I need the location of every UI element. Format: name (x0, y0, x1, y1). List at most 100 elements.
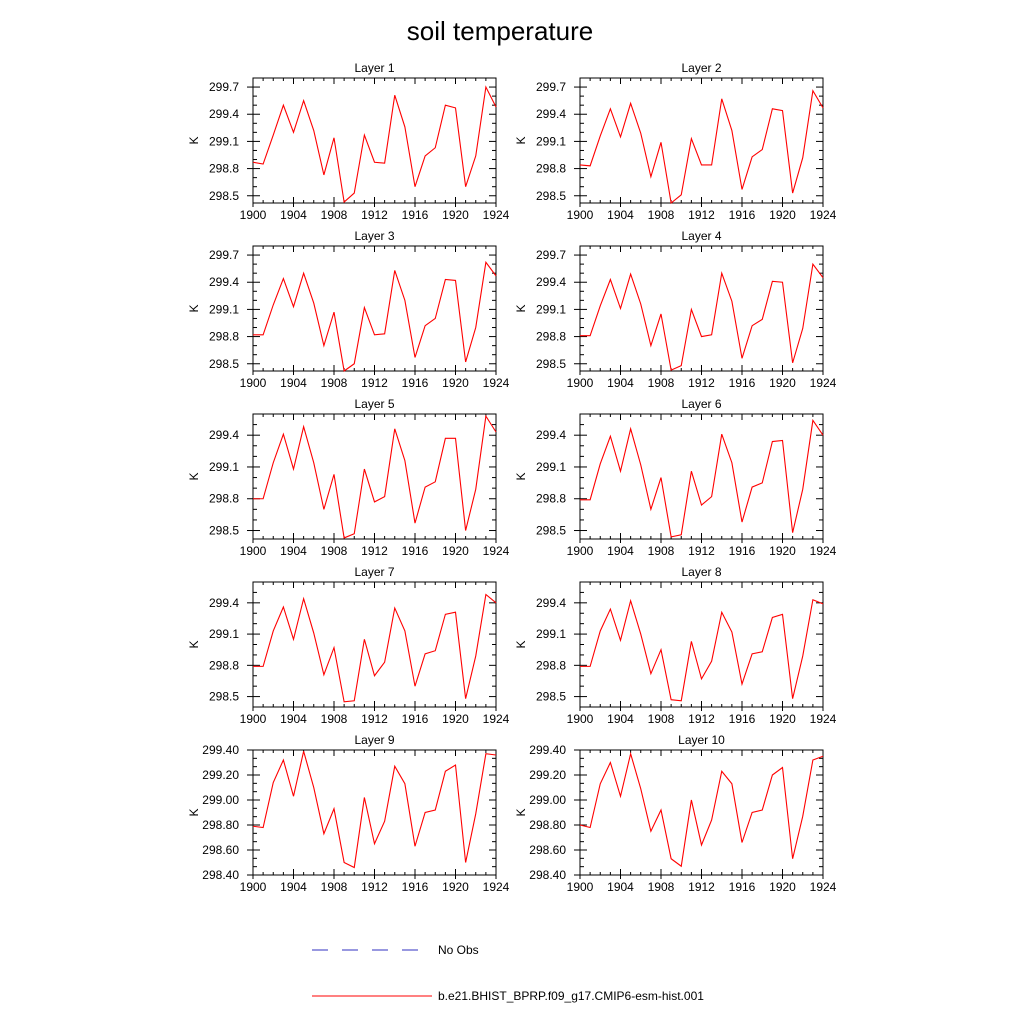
figure-title: soil temperature (407, 16, 593, 46)
x-tick-label: 1920 (769, 544, 796, 558)
y-tick-label: 298.5 (536, 357, 566, 371)
x-tick-label: 1912 (361, 712, 388, 726)
y-tick-label: 298.40 (202, 868, 239, 882)
y-tick-label: 299.40 (529, 743, 566, 757)
plot-frame (579, 749, 824, 876)
x-tick-label: 1908 (648, 376, 675, 390)
y-tick-label: 298.80 (202, 818, 239, 832)
panel-title: Layer 4 (681, 229, 721, 243)
x-tick-label: 1916 (402, 880, 429, 894)
x-tick-label: 1920 (442, 880, 469, 894)
y-tick-label: 298.40 (529, 868, 566, 882)
y-tick-label: 298.8 (536, 658, 566, 672)
x-tick-label: 1924 (810, 208, 837, 222)
x-tick-label: 1900 (240, 376, 267, 390)
series-line (252, 85, 497, 204)
plot-frame (252, 245, 497, 372)
x-tick-label: 1900 (567, 544, 594, 558)
x-tick-label: 1916 (402, 208, 429, 222)
x-tick-label: 1920 (769, 880, 796, 894)
series-line (579, 751, 824, 868)
y-tick-label: 298.8 (209, 492, 239, 506)
legend-model-label: b.e21.BHIST_BPRP.f09_g17.CMIP6-esm-hist.… (438, 989, 704, 1003)
plot-frame (579, 245, 824, 372)
x-tick-label: 1912 (361, 544, 388, 558)
series-line (580, 418, 824, 538)
y-tick-label: 299.00 (202, 793, 239, 807)
y-tick-label: 298.8 (536, 492, 566, 506)
x-tick-label: 1924 (483, 712, 510, 726)
y-tick-label: 299.1 (536, 627, 566, 641)
x-tick-label: 1904 (280, 544, 307, 558)
y-tick-label: 299.7 (536, 80, 566, 94)
x-tick-label: 1924 (483, 376, 510, 390)
y-tick-label: 299.4 (209, 596, 239, 610)
x-tick-label: 1900 (567, 880, 594, 894)
x-tick-label: 1900 (240, 712, 267, 726)
y-tick-label: 299.1 (536, 460, 566, 474)
x-tick-label: 1912 (361, 880, 388, 894)
y-tick-label: 299.00 (529, 793, 566, 807)
y-axis-label: K (514, 472, 528, 480)
x-tick-label: 1916 (729, 712, 756, 726)
y-axis-label: K (187, 304, 201, 312)
x-tick-label: 1900 (240, 208, 267, 222)
y-tick-label: 299.7 (209, 80, 239, 94)
x-tick-label: 1904 (607, 712, 634, 726)
x-tick-label: 1908 (321, 544, 348, 558)
y-tick-label: 298.80 (529, 818, 566, 832)
panel-title: Layer 10 (678, 733, 725, 747)
y-tick-label: 299.4 (536, 275, 566, 289)
y-tick-label: 298.5 (209, 524, 239, 538)
panel-grid: Layer 1 K 1900 1904 1908 1912 1916 1920 1924 298.… (187, 61, 837, 894)
panel-7: Layer 7 K 1900 1904 1908 1912 1916 1920 1924 298.… (187, 565, 510, 726)
x-tick-label: 1912 (361, 208, 388, 222)
series-line (580, 598, 824, 702)
plot-frame (252, 749, 497, 876)
panel-title: Layer 8 (681, 565, 721, 579)
y-tick-label: 298.5 (536, 524, 566, 538)
y-tick-label: 299.7 (209, 248, 239, 262)
y-tick-label: 298.60 (202, 843, 239, 857)
x-tick-label: 1916 (729, 376, 756, 390)
x-tick-label: 1916 (729, 544, 756, 558)
y-axis-label: K (514, 136, 528, 144)
x-tick-label: 1900 (240, 880, 267, 894)
y-axis-label: K (187, 640, 201, 648)
panel-1: Layer 1 K 1900 1904 1908 1912 1916 1920 1924 298.… (187, 61, 510, 222)
panel-title: Layer 5 (354, 397, 394, 411)
x-tick-label: 1924 (483, 880, 510, 894)
series-line (580, 262, 824, 371)
panel-4: Layer 4 K 1900 1904 1908 1912 1916 1920 1924 298.… (514, 229, 837, 390)
x-tick-label: 1916 (402, 712, 429, 726)
x-tick-label: 1912 (688, 712, 715, 726)
y-tick-label: 299.20 (529, 768, 566, 782)
y-axis-label: K (187, 808, 201, 816)
x-tick-label: 1920 (442, 208, 469, 222)
y-tick-label: 299.4 (536, 596, 566, 610)
y-tick-label: 298.5 (209, 690, 239, 704)
x-tick-label: 1916 (729, 208, 756, 222)
x-tick-label: 1912 (688, 208, 715, 222)
y-tick-label: 299.1 (209, 627, 239, 641)
x-tick-label: 1920 (442, 712, 469, 726)
x-tick-label: 1904 (280, 376, 307, 390)
y-tick-label: 298.8 (209, 162, 239, 176)
y-tick-label: 299.7 (536, 248, 566, 262)
y-tick-label: 298.5 (536, 690, 566, 704)
x-tick-label: 1908 (321, 712, 348, 726)
x-tick-label: 1912 (688, 880, 715, 894)
x-tick-label: 1920 (442, 544, 469, 558)
x-tick-label: 1916 (729, 880, 756, 894)
x-tick-label: 1916 (402, 544, 429, 558)
x-tick-label: 1924 (810, 712, 837, 726)
x-tick-label: 1924 (810, 376, 837, 390)
panel-title: Layer 9 (354, 733, 394, 747)
x-tick-label: 1908 (648, 880, 675, 894)
y-tick-label: 299.20 (202, 768, 239, 782)
x-tick-label: 1924 (483, 544, 510, 558)
y-tick-label: 299.1 (536, 134, 566, 148)
y-tick-label: 298.5 (536, 189, 566, 203)
x-tick-label: 1920 (769, 208, 796, 222)
x-tick-label: 1924 (810, 544, 837, 558)
